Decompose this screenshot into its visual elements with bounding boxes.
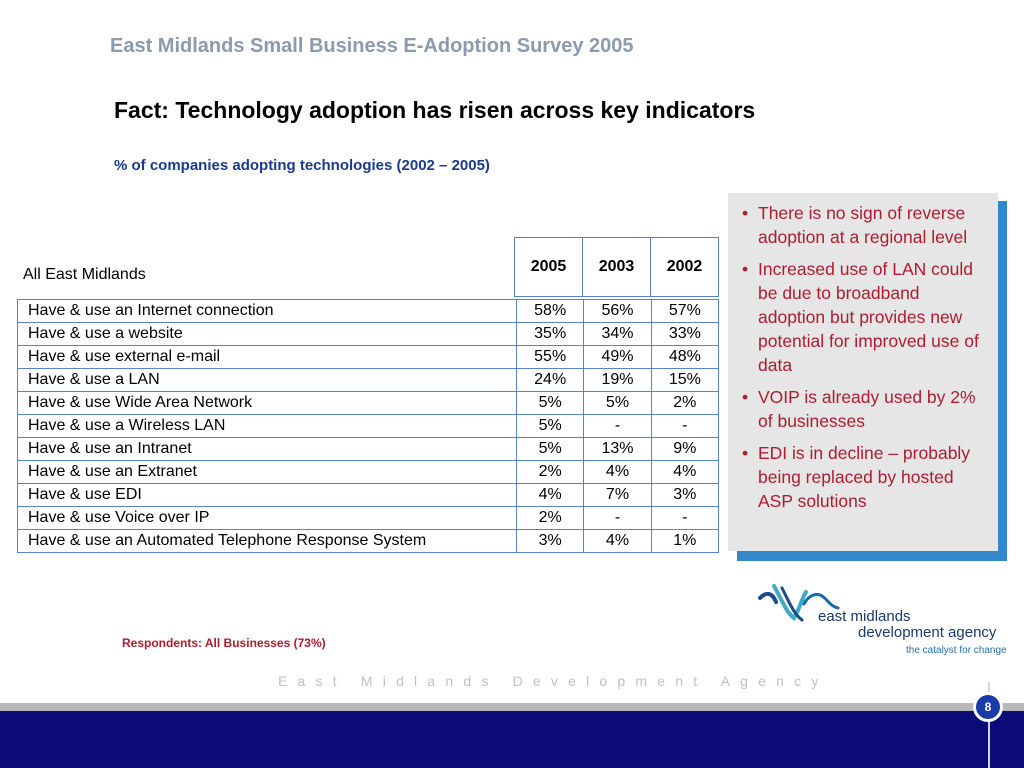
table-row: Have & use a LAN 24% 19% 15% (17, 368, 720, 392)
row-label: Have & use EDI (17, 483, 517, 507)
cell-2003: 7% (583, 483, 652, 507)
footer-divider-line (988, 682, 990, 768)
bullet-icon: • (742, 259, 749, 279)
cell-2005: 4% (515, 483, 585, 507)
row-label: Have & use Voice over IP (17, 506, 517, 530)
table-row: Have & use a Wireless LAN 5% - - (17, 414, 720, 438)
header-title: East Midlands Small Business E-Adoption … (110, 35, 634, 57)
cell-2002: 33% (650, 322, 720, 346)
cell-2002: 57% (650, 299, 720, 323)
notes-box: • There is no sign of reverse adoption at… (728, 193, 998, 551)
row-label: Have & use an Automated Telephone Respon… (17, 529, 517, 553)
subtitle: % of companies adopting technologies (20… (114, 157, 490, 174)
note-text: VOIP is already used by 2% of businesses (758, 387, 976, 431)
table-row: Have & use Wide Area Network 5% 5% 2% (17, 391, 720, 415)
logo-line1: east midlands (818, 608, 911, 625)
cell-2003: - (583, 414, 652, 438)
cell-2005: 5% (515, 391, 585, 415)
cell-2002: 4% (650, 460, 720, 484)
table-row: Have & use a website 35% 34% 33% (17, 322, 720, 346)
cell-2003: 13% (583, 437, 652, 461)
row-label: Have & use an Intranet (17, 437, 517, 461)
cell-2005: 55% (515, 345, 585, 369)
year-header-2003: 2003 (583, 238, 651, 296)
row-label: Have & use an Extranet (17, 460, 517, 484)
year-header: 2005 2003 2002 (514, 237, 719, 297)
row-label: Have & use a Wireless LAN (17, 414, 517, 438)
cell-2005: 24% (515, 368, 585, 392)
cell-2003: 4% (583, 460, 652, 484)
footer-band-grey (0, 703, 1024, 711)
cell-2003: 19% (583, 368, 652, 392)
cell-2002: 3% (650, 483, 720, 507)
footer-agency-name: East Midlands Development Agency (278, 673, 829, 689)
bullet-icon: • (742, 387, 749, 407)
slide-title: Fact: Technology adoption has risen acro… (114, 97, 756, 123)
cell-2005: 5% (515, 437, 585, 461)
page-number-badge: 8 (973, 692, 1003, 722)
note-item: • EDI is in decline – probably being repl… (738, 441, 990, 513)
note-text: EDI is in decline – probably being repla… (758, 443, 971, 511)
row-label: Have & use a LAN (17, 368, 517, 392)
cell-2002: - (650, 414, 720, 438)
cell-2003: 49% (583, 345, 652, 369)
cell-2003: - (583, 506, 652, 530)
cell-2003: 56% (583, 299, 652, 323)
cell-2002: 2% (650, 391, 720, 415)
note-text: Increased use of LAN could be due to bro… (758, 259, 979, 375)
table-row: Have & use an Intranet 5% 13% 9% (17, 437, 720, 461)
notes-list: • There is no sign of reverse adoption at… (738, 201, 990, 513)
row-label: Have & use external e-mail (17, 345, 517, 369)
cell-2002: 15% (650, 368, 720, 392)
cell-2003: 5% (583, 391, 652, 415)
cell-2005: 35% (515, 322, 585, 346)
logo-tagline: the catalyst for change (906, 645, 1007, 656)
cell-2005: 2% (515, 460, 585, 484)
table-row: Have & use an Extranet 2% 4% 4% (17, 460, 720, 484)
cell-2002: 1% (650, 529, 720, 553)
table-row: Have & use EDI 4% 7% 3% (17, 483, 720, 507)
adoption-table: Have & use an Internet connection 58% 56… (17, 299, 720, 553)
table-row: Have & use external e-mail 55% 49% 48% (17, 345, 720, 369)
cell-2005: 3% (515, 529, 585, 553)
table-row: Have & use an Automated Telephone Respon… (17, 529, 720, 553)
year-header-2005: 2005 (515, 238, 583, 296)
cell-2005: 5% (515, 414, 585, 438)
footer-band-navy (0, 711, 1024, 768)
note-item: • There is no sign of reverse adoption at… (738, 201, 990, 249)
bullet-icon: • (742, 443, 749, 463)
region-label: All East Midlands (23, 266, 146, 283)
table-row: Have & use an Internet connection 58% 56… (17, 299, 720, 323)
cell-2005: 58% (515, 299, 585, 323)
cell-2003: 34% (583, 322, 652, 346)
bullet-icon: • (742, 203, 749, 223)
cell-2002: - (650, 506, 720, 530)
note-item: • VOIP is already used by 2% of businesse… (738, 385, 990, 433)
logo-line2: development agency (858, 624, 997, 641)
cell-2003: 4% (583, 529, 652, 553)
cell-2002: 48% (650, 345, 720, 369)
row-label: Have & use Wide Area Network (17, 391, 517, 415)
emda-logo-icon (758, 584, 840, 622)
row-label: Have & use an Internet connection (17, 299, 517, 323)
note-item: • Increased use of LAN could be due to br… (738, 257, 990, 377)
row-label: Have & use a website (17, 322, 517, 346)
note-text: There is no sign of reverse adoption at … (758, 203, 968, 247)
cell-2005: 2% (515, 506, 585, 530)
cell-2002: 9% (650, 437, 720, 461)
respondents-note: Respondents: All Businesses (73%) (122, 636, 326, 650)
year-header-2002: 2002 (666, 258, 703, 275)
table-row: Have & use Voice over IP 2% - - (17, 506, 720, 530)
